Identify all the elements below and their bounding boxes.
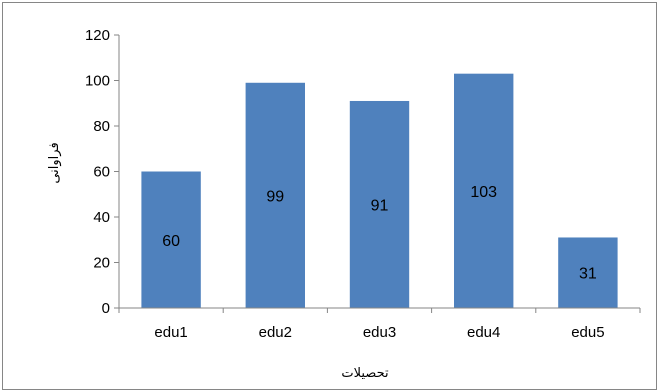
bars: 60 99 91 103 31 [141, 73, 618, 309]
bar-edu4 [454, 73, 514, 308]
data-label-edu4: 103 [470, 184, 497, 201]
y-tick-label: 100 [85, 73, 110, 90]
y-tick-label: 120 [85, 27, 110, 44]
x-axis-ticks: edu1 edu2 edu3 edu4 edu5 [118, 308, 641, 341]
x-tick-label-edu2: edu2 [259, 324, 292, 341]
y-axis-title: فراوانی [46, 142, 62, 183]
x-tick-label-edu5: edu5 [571, 324, 604, 341]
bar-edu3 [349, 100, 410, 308]
data-label-edu2: 99 [266, 188, 284, 205]
y-tick-label: 60 [93, 164, 110, 181]
bar-edu5 [558, 237, 618, 308]
y-tick-label: 80 [93, 118, 110, 135]
bar-edu2 [245, 82, 305, 309]
y-tick-label: 40 [93, 209, 110, 226]
data-label-edu5: 31 [579, 266, 597, 283]
x-axis-title: تحصیلات [341, 365, 389, 380]
x-tick-label-edu1: edu1 [154, 324, 187, 341]
x-tick-label-edu4: edu4 [467, 324, 500, 341]
y-tick-label: 0 [102, 300, 110, 317]
y-axis-ticks: 0 20 40 60 80 100 120 [85, 27, 119, 317]
bar-edu1 [141, 171, 201, 308]
y-tick-label: 20 [93, 255, 110, 272]
data-label-edu1: 60 [162, 233, 180, 250]
data-label-edu3: 91 [371, 197, 389, 214]
x-tick-label-edu3: edu3 [363, 324, 396, 341]
